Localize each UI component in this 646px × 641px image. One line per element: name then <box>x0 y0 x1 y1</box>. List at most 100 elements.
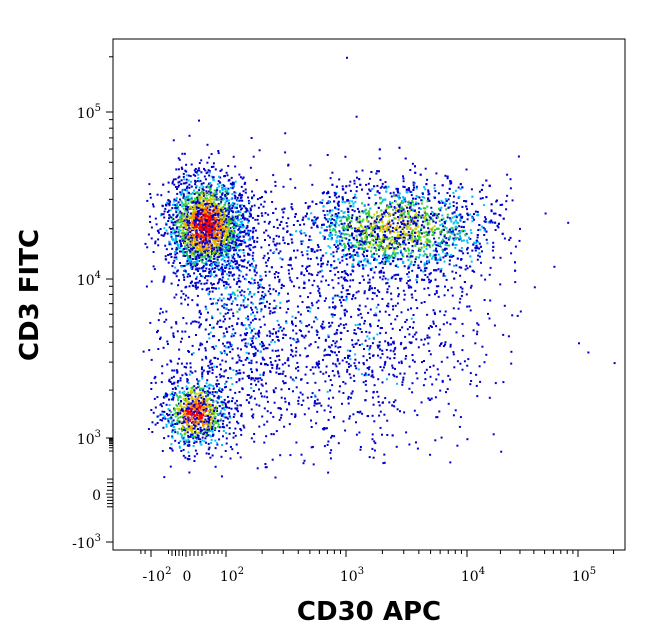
data-point <box>218 220 221 223</box>
data-point <box>439 258 442 261</box>
data-point <box>185 203 188 206</box>
data-point <box>272 237 275 240</box>
data-point <box>201 245 204 248</box>
data-point <box>223 284 225 287</box>
data-point <box>170 398 173 401</box>
data-point <box>405 282 408 285</box>
data-point <box>193 193 196 195</box>
data-point <box>402 255 405 258</box>
data-point <box>449 180 452 183</box>
data-point <box>181 233 184 236</box>
data-point <box>514 261 516 264</box>
data-point <box>196 200 199 203</box>
data-point <box>479 245 482 248</box>
data-point <box>331 218 334 220</box>
data-point <box>207 442 210 445</box>
data-point <box>447 206 450 209</box>
data-point <box>184 236 187 239</box>
data-point <box>222 227 225 230</box>
data-point <box>364 225 367 228</box>
data-point <box>373 235 376 238</box>
data-point <box>477 214 480 217</box>
data-point <box>389 232 392 235</box>
data-point <box>459 230 462 233</box>
data-point <box>407 252 410 255</box>
data-point <box>227 252 230 255</box>
data-point <box>437 242 440 245</box>
data-point <box>397 273 400 276</box>
data-point <box>217 251 220 254</box>
data-point <box>188 222 191 225</box>
data-point <box>344 245 347 248</box>
data-point <box>196 304 199 307</box>
data-point <box>209 229 211 232</box>
data-point <box>477 229 480 231</box>
data-point <box>206 279 209 282</box>
data-point <box>175 237 178 240</box>
data-point <box>227 242 229 244</box>
data-point <box>187 238 190 241</box>
data-point <box>186 275 189 278</box>
data-point <box>401 226 404 229</box>
data-point <box>178 232 181 235</box>
data-point <box>184 270 187 272</box>
data-point <box>251 257 254 260</box>
data-point <box>412 314 415 316</box>
data-point <box>175 221 178 224</box>
data-point <box>247 196 250 199</box>
data-point <box>469 255 472 258</box>
data-point <box>402 175 404 178</box>
data-point <box>227 256 230 259</box>
data-point <box>246 209 249 212</box>
data-point <box>484 216 487 219</box>
data-point <box>189 258 191 261</box>
data-point <box>384 248 387 251</box>
data-point <box>345 254 348 257</box>
data-point <box>478 190 481 193</box>
data-point <box>296 220 299 222</box>
data-point <box>393 217 396 220</box>
data-point <box>470 232 473 234</box>
data-point <box>346 219 349 222</box>
data-point <box>509 178 512 181</box>
data-point <box>407 284 410 287</box>
data-point <box>198 199 201 202</box>
data-point <box>222 184 225 187</box>
data-point <box>173 200 176 203</box>
data-point <box>363 204 366 207</box>
data-point <box>333 219 336 222</box>
data-point <box>182 196 185 199</box>
data-point <box>374 227 376 230</box>
data-point <box>163 275 166 278</box>
data-point <box>459 235 461 238</box>
data-point <box>216 256 219 259</box>
data-point <box>403 199 406 202</box>
data-point <box>208 182 210 185</box>
data-point <box>205 192 208 194</box>
data-point <box>362 211 365 214</box>
data-point <box>339 232 342 235</box>
data-point <box>380 239 383 242</box>
data-point <box>207 236 210 239</box>
data-point <box>185 163 188 166</box>
data-point <box>450 254 453 257</box>
data-point <box>433 225 436 228</box>
data-point <box>193 219 196 222</box>
data-point <box>181 237 184 240</box>
data-point <box>335 185 338 188</box>
data-point <box>460 239 463 242</box>
data-point <box>351 214 354 217</box>
data-point <box>368 242 371 245</box>
data-point <box>375 247 378 250</box>
data-point <box>389 223 392 226</box>
data-point <box>452 229 455 232</box>
data-point <box>392 208 395 211</box>
data-point <box>330 222 333 224</box>
data-point <box>428 259 431 262</box>
data-point <box>403 293 406 296</box>
data-point <box>172 213 175 216</box>
data-point <box>201 240 204 243</box>
data-point <box>211 251 214 254</box>
data-point <box>180 265 183 268</box>
data-point <box>214 243 217 246</box>
